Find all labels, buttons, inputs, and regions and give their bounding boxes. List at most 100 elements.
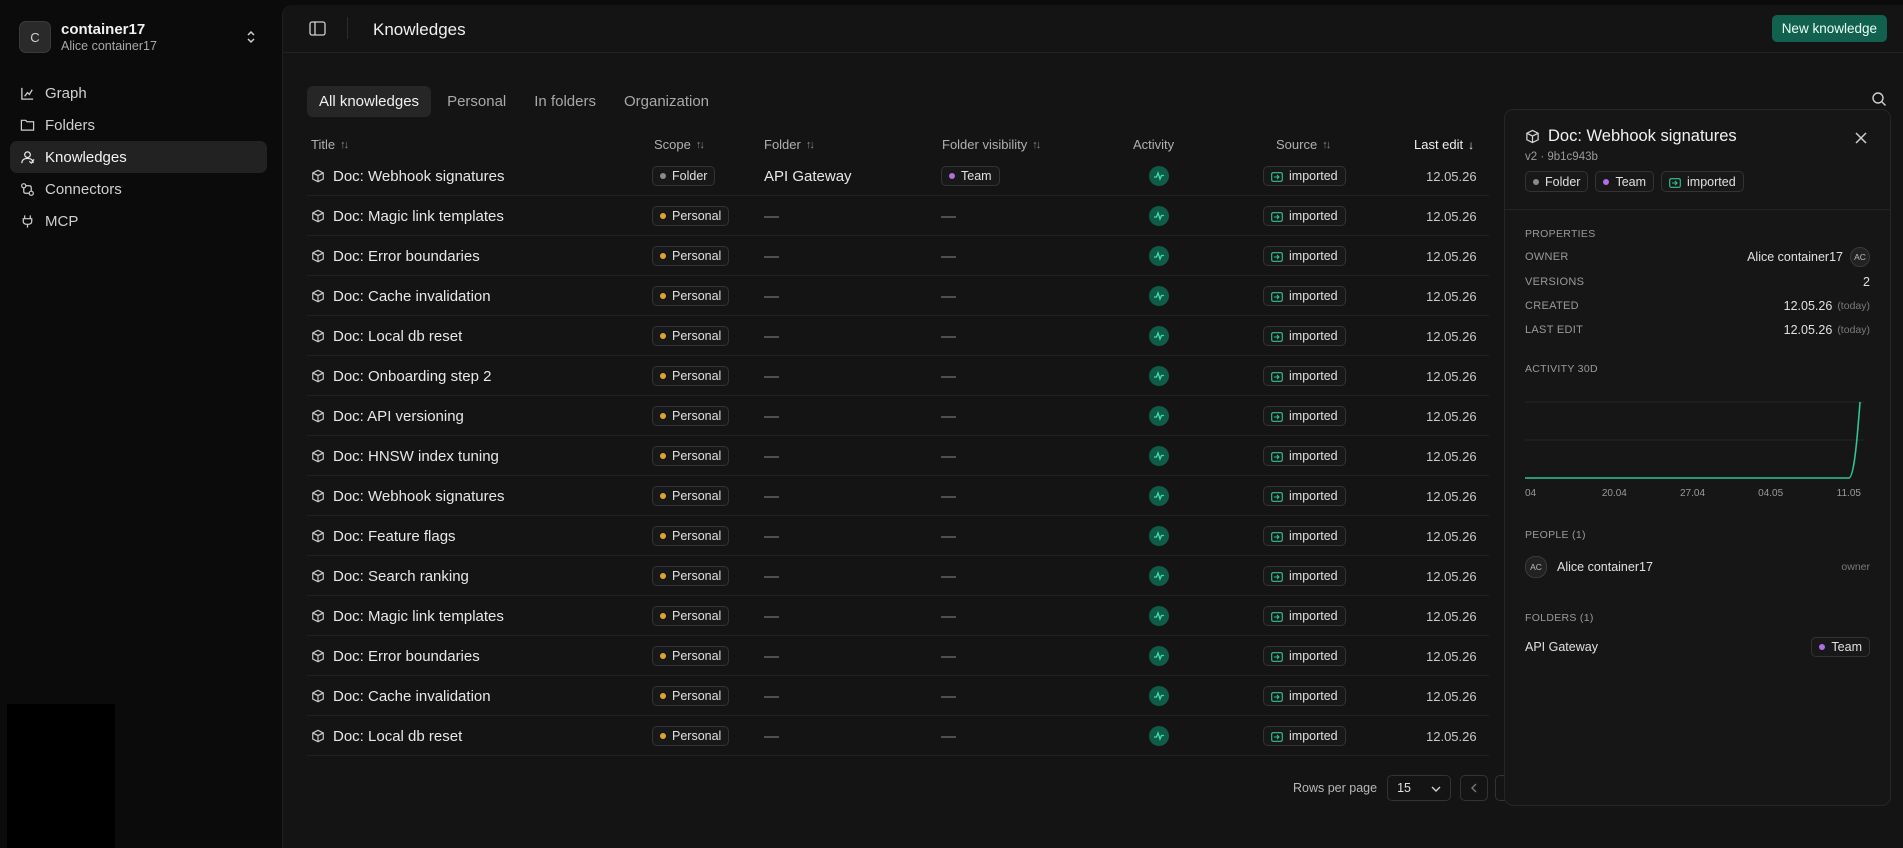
activity-cell xyxy=(1149,636,1169,676)
previous-page-button[interactable] xyxy=(1460,775,1489,801)
column-folder-visibility[interactable]: Folder visibility ↑↓ xyxy=(942,137,1041,152)
activity-icon[interactable] xyxy=(1149,686,1169,706)
sidebar-item-connectors[interactable]: Connectors xyxy=(10,173,267,205)
table-row[interactable]: Doc: Webhook signatures Folder API Gatew… xyxy=(307,156,1489,196)
activity-icon[interactable] xyxy=(1149,246,1169,266)
scope-cell: Personal xyxy=(652,716,730,756)
scope-tag: Personal xyxy=(652,246,730,266)
source-tag: imported xyxy=(1263,286,1346,306)
plug-icon xyxy=(19,213,35,229)
title-cell: Doc: Webhook signatures xyxy=(311,156,504,196)
table-row[interactable]: Doc: Local db reset Personal — — importe… xyxy=(307,716,1489,756)
cube-icon xyxy=(311,689,325,703)
table-row[interactable]: Doc: Cache invalidation Personal — — imp… xyxy=(307,276,1489,316)
empty-value: — xyxy=(764,447,779,465)
tag-label: Personal xyxy=(672,609,722,623)
activity-cell xyxy=(1149,516,1169,556)
column-last-edit[interactable]: Last edit ↓ xyxy=(1414,137,1474,152)
activity-cell xyxy=(1149,556,1169,596)
cube-icon xyxy=(311,489,325,503)
tick-label: 11.05 xyxy=(1837,488,1862,499)
table-row[interactable]: Doc: Feature flags Personal — — imported… xyxy=(307,516,1489,556)
visibility-cell: — xyxy=(941,636,956,676)
scope-cell: Personal xyxy=(652,476,730,516)
tick-label: 04.05 xyxy=(1758,488,1783,499)
empty-value: — xyxy=(941,367,956,385)
activity-icon[interactable] xyxy=(1149,446,1169,466)
empty-value: — xyxy=(764,247,779,265)
activity-icon[interactable] xyxy=(1149,566,1169,586)
table-row[interactable]: Doc: Onboarding step 2 Personal — — impo… xyxy=(307,356,1489,396)
activity-chart-svg: 04 20.04 27.04 04.05 11.05 xyxy=(1525,401,1864,499)
sidebar-item-knowledges[interactable]: Knowledges xyxy=(10,141,267,173)
table-row[interactable]: Doc: Error boundaries Personal — — impor… xyxy=(307,636,1489,676)
table-row[interactable]: Doc: Magic link templates Personal — — i… xyxy=(307,196,1489,236)
activity-icon[interactable] xyxy=(1149,726,1169,746)
source-tag: imported xyxy=(1263,326,1346,346)
tab-organization[interactable]: Organization xyxy=(623,93,710,110)
column-title[interactable]: Title ↑↓ xyxy=(311,137,349,152)
activity-icon[interactable] xyxy=(1149,486,1169,506)
activity-icon[interactable] xyxy=(1149,326,1169,346)
empty-value: — xyxy=(764,527,779,545)
activity-icon[interactable] xyxy=(1149,646,1169,666)
source-tag: imported xyxy=(1263,406,1346,426)
folder-cell: — xyxy=(764,676,779,716)
folder-cell: — xyxy=(764,316,779,356)
activity-icon[interactable] xyxy=(1149,206,1169,226)
sort-icon: ↑↓ xyxy=(805,138,815,151)
table-row[interactable]: Doc: Magic link templates Personal — — i… xyxy=(307,596,1489,636)
title-cell: Doc: Magic link templates xyxy=(311,196,504,236)
folder-cell: — xyxy=(764,276,779,316)
source-tag: imported xyxy=(1263,566,1346,586)
empty-value: — xyxy=(764,687,779,705)
column-folder[interactable]: Folder ↑↓ xyxy=(764,137,815,152)
tab-all-knowledges[interactable]: All knowledges xyxy=(307,86,432,117)
sidebar-item-mcp[interactable]: MCP xyxy=(10,205,267,237)
activity-icon[interactable] xyxy=(1149,286,1169,306)
knowledge-title: Doc: Local db reset xyxy=(333,327,463,345)
table-row[interactable]: Doc: Cache invalidation Personal — — imp… xyxy=(307,676,1489,716)
rows-per-page-select[interactable]: 15 xyxy=(1387,775,1452,801)
column-scope[interactable]: Scope ↑↓ xyxy=(654,137,705,152)
knowledge-title: Doc: Local db reset xyxy=(333,727,463,745)
tab-personal[interactable]: Personal xyxy=(447,93,507,110)
table-row[interactable]: Doc: Local db reset Personal — — importe… xyxy=(307,316,1489,356)
activity-icon[interactable] xyxy=(1149,606,1169,626)
activity-icon[interactable] xyxy=(1149,406,1169,426)
tab-in-folders[interactable]: In folders xyxy=(534,93,596,110)
knowledge-title: Doc: Magic link templates xyxy=(333,607,504,625)
new-knowledge-button[interactable]: New knowledge xyxy=(1771,15,1887,42)
sidebar-toggle-icon[interactable] xyxy=(309,21,327,37)
table-row[interactable]: Doc: Webhook signatures Personal — — imp… xyxy=(307,476,1489,516)
column-source[interactable]: Source ↑↓ xyxy=(1276,137,1331,152)
table-row[interactable]: Doc: Search ranking Personal — — importe… xyxy=(307,556,1489,596)
activity-chart: 04 20.04 27.04 04.05 11.05 xyxy=(1525,394,1875,504)
source-cell: imported xyxy=(1263,396,1346,436)
sidebar-item-folders[interactable]: Folders xyxy=(10,109,267,141)
dot-icon xyxy=(660,213,666,219)
workspace-switcher[interactable]: C container17 Alice container17 xyxy=(10,12,268,62)
sidebar-item-graph[interactable]: Graph xyxy=(10,77,267,109)
close-icon[interactable] xyxy=(1854,131,1868,145)
activity-icon[interactable] xyxy=(1149,526,1169,546)
activity-icon[interactable] xyxy=(1149,166,1169,186)
table-row[interactable]: Doc: HNSW index tuning Personal — — impo… xyxy=(307,436,1489,476)
scope-cell: Personal xyxy=(652,636,730,676)
table-row[interactable]: Doc: API versioning Personal — — importe… xyxy=(307,396,1489,436)
column-label: Folder xyxy=(764,137,801,152)
folder-row[interactable]: API Gateway Team xyxy=(1525,637,1870,657)
dot-icon xyxy=(949,173,955,179)
table-row[interactable]: Doc: Error boundaries Personal — — impor… xyxy=(307,236,1489,276)
tab-bar: All knowledges Personal In folders Organ… xyxy=(307,86,725,117)
visibility-cell: — xyxy=(941,356,956,396)
tag-label: Personal xyxy=(672,289,722,303)
visibility-cell: — xyxy=(941,316,956,356)
tag-label: imported xyxy=(1289,209,1338,223)
empty-value: — xyxy=(764,207,779,225)
activity-icon[interactable] xyxy=(1149,366,1169,386)
search-icon[interactable] xyxy=(1871,91,1889,109)
knowledge-title: Doc: API versioning xyxy=(333,407,464,425)
person-row[interactable]: AC Alice container17 owner xyxy=(1525,556,1870,578)
